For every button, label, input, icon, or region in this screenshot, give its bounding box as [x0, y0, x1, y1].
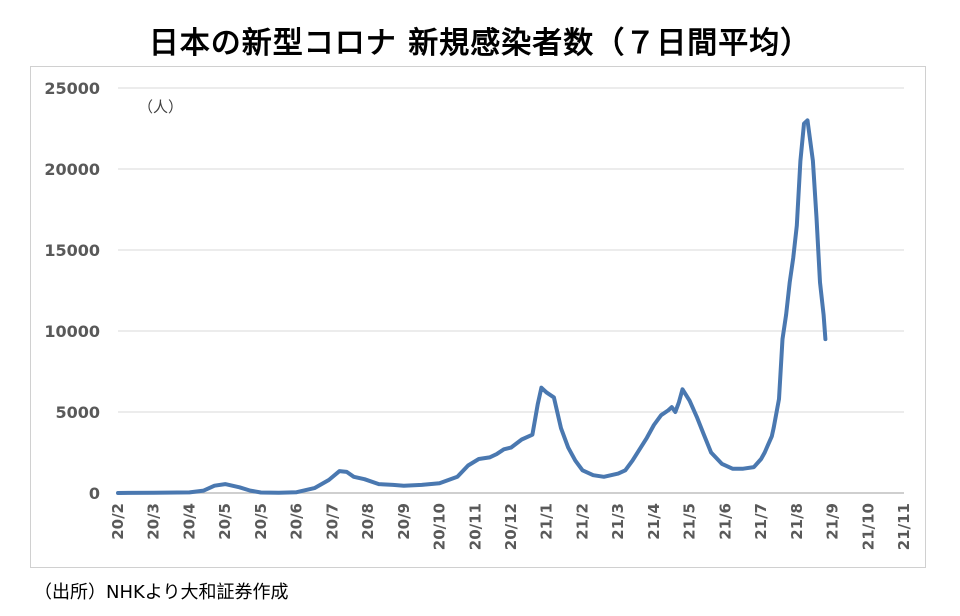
x-tick-label: 20/7 — [323, 503, 341, 540]
x-tick-label: 20/11 — [466, 503, 484, 550]
chart-title: 日本の新型コロナ 新規感染者数（７日間平均） — [148, 26, 812, 61]
x-tick-label: 20/9 — [395, 503, 413, 540]
x-tick-label: 20/2 — [109, 503, 127, 540]
x-tick-label: 20/5 — [252, 503, 270, 540]
x-tick-label: 20/10 — [431, 503, 449, 550]
x-tick-label: 21/10 — [859, 503, 877, 550]
x-tick-label: 21/4 — [645, 503, 663, 540]
y-tick-label: 20000 — [44, 160, 100, 179]
x-tick-label: 21/3 — [609, 503, 627, 540]
x-tick-label: 21/5 — [681, 503, 699, 540]
plot-frame — [30, 66, 926, 568]
x-tick-label: 20/6 — [288, 503, 306, 540]
x-tick-label: 20/8 — [359, 503, 377, 540]
y-tick-label: 5000 — [55, 403, 100, 422]
y-tick-label: 0 — [89, 484, 100, 503]
y-tick-label: 15000 — [44, 241, 100, 260]
x-tick-label: 21/1 — [538, 503, 556, 540]
x-tick-label: 21/11 — [895, 503, 913, 550]
x-tick-labels: 20/2 20/3 20/4 20/5 20/5 20/6 20/7 20/8 20/9 20/1… — [109, 503, 913, 550]
x-tick-label: 21/7 — [752, 503, 770, 540]
y-tick-labels: 0 5000 10000 15000 20000 25000 — [44, 79, 100, 503]
series-line — [116, 118, 828, 495]
x-tick-label: 21/2 — [573, 503, 591, 540]
x-tick-label: 20/5 — [216, 503, 234, 540]
x-tick-label: 21/9 — [824, 503, 842, 540]
x-tick-label: 20/3 — [145, 503, 163, 540]
x-tick-label: 21/6 — [716, 503, 734, 540]
source-note: （出所）NHKより大和証券作成 — [34, 582, 289, 603]
x-tick-label: 21/8 — [788, 503, 806, 540]
x-tick-label: 20/4 — [180, 503, 198, 540]
unit-label: （人） — [138, 98, 183, 116]
y-tick-label: 25000 — [44, 79, 100, 98]
grid-lines — [118, 87, 904, 494]
x-tick-label: 20/12 — [502, 503, 520, 550]
y-tick-label: 10000 — [44, 322, 100, 341]
